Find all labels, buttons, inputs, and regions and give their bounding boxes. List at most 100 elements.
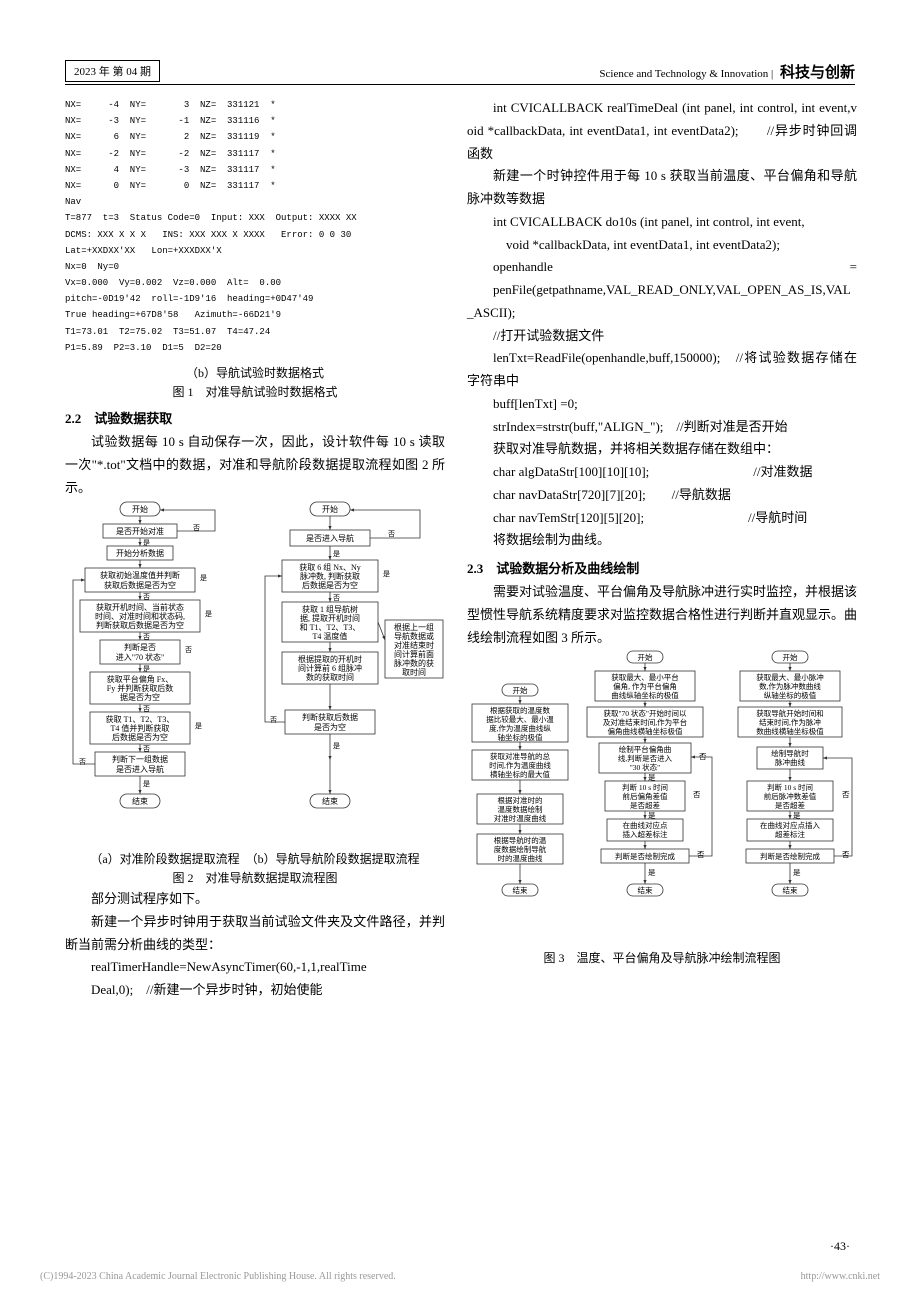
page-header: 2023 年 第 04 期 Science and Technology & I… — [65, 60, 855, 85]
svg-text:轴坐标的极值: 轴坐标的极值 — [498, 732, 543, 742]
svg-text:间计算前面: 间计算前面 — [394, 649, 434, 659]
right-para-2: 获取对准导航数据，并将相关数据存储在数组中： — [467, 438, 857, 461]
svg-text:时的温度曲线: 时的温度曲线 — [498, 853, 543, 863]
svg-text:是否进入导航: 是否进入导航 — [306, 533, 354, 543]
svg-text:横轴坐标的最大值: 横轴坐标的最大值 — [490, 769, 550, 779]
svg-text:开始: 开始 — [513, 685, 528, 695]
svg-text:脉冲数的获: 脉冲数的获 — [394, 658, 434, 668]
svg-text:后数据是否为空: 后数据是否为空 — [302, 580, 358, 590]
svg-text:根据获取的温度数: 根据获取的温度数 — [490, 705, 550, 715]
svg-text:是: 是 — [195, 722, 202, 730]
svg-text:判断获取后数据是否为空: 判断获取后数据是否为空 — [96, 620, 184, 630]
svg-text:获取后数据是否为空: 获取后数据是否为空 — [104, 580, 176, 590]
right-para-1: 新建一个时钟控件用于每 10 s 获取当前温度、平台偏角和导航脉冲数等数据 — [467, 165, 857, 211]
svg-text:判断是否: 判断是否 — [124, 642, 156, 652]
svg-text:获取开机时间、当前状态: 获取开机时间、当前状态 — [96, 602, 184, 612]
svg-text:否: 否 — [388, 530, 395, 538]
copyright-text: (C)1994-2023 China Academic Journal Elec… — [40, 1271, 396, 1282]
svg-text:判断 10 s 时间: 判断 10 s 时间 — [622, 782, 668, 792]
figure-1-caption: 图 1 对准导航试验时数据格式 — [65, 383, 445, 402]
section-2-3-heading: 2.3 试验数据分析及曲线绘制 — [467, 558, 857, 577]
timer-paragraph: 新建一个异步时钟用于获取当前试验文件夹及文件路径，并判断当前需分析曲线的类型： — [65, 911, 445, 957]
footer-url: http://www.cnki.net — [801, 1271, 880, 1282]
svg-text:插入超差标注: 插入超差标注 — [623, 829, 668, 839]
issue-label: 2023 年 第 04 期 — [65, 60, 160, 82]
svg-text:开始: 开始 — [638, 652, 653, 662]
svg-text:否: 否 — [79, 758, 86, 766]
svg-text:据是否为空: 据是否为空 — [120, 692, 160, 702]
buff-line: buff[lenTxt] =0; — [467, 393, 857, 416]
svg-text:偏角曲线横轴坐标极值: 偏角曲线横轴坐标极值 — [608, 726, 683, 736]
svg-text:是: 是 — [648, 868, 656, 877]
svg-text:否: 否 — [693, 790, 701, 799]
svg-text:前后偏角差值: 前后偏角差值 — [623, 791, 668, 801]
svg-text:对准时温度曲线: 对准时温度曲线 — [494, 813, 547, 823]
code-line-2: Deal,0); //新建一个异步时钟，初始使能 — [65, 979, 445, 1002]
svg-text:判断 10 s 时间: 判断 10 s 时间 — [767, 782, 813, 792]
comment-1: //打开试验数据文件 — [467, 325, 857, 348]
svg-text:时间、对准时间和状态码,: 时间、对准时间和状态码, — [95, 611, 185, 621]
svg-text:是: 是 — [793, 868, 801, 877]
figure-2-flowchart: .fb { fill:#fff; stroke:#333; stroke-wid… — [65, 500, 445, 850]
svg-text:T4 温度值: T4 温度值 — [313, 631, 348, 641]
svg-text:温度数据绘制: 温度数据绘制 — [498, 804, 543, 814]
svg-text:脉冲数, 判断获取: 脉冲数, 判断获取 — [300, 571, 360, 581]
callback-code-2b: void *callbackData, int eventData1, int … — [467, 234, 857, 257]
svg-text:结束: 结束 — [783, 885, 798, 895]
svg-text:数曲线横轴坐标极值: 数曲线横轴坐标极值 — [756, 726, 824, 736]
svg-text:是否进入导航: 是否进入导航 — [116, 764, 164, 774]
svg-text:否: 否 — [699, 752, 707, 761]
svg-text:在曲线对应点: 在曲线对应点 — [623, 820, 668, 830]
penfile-line: penFile(getpathname,VAL_READ_ONLY,VAL_OP… — [467, 279, 857, 325]
svg-text:是: 是 — [200, 574, 207, 582]
data-format-block: NX= -4 NY= 3 NZ= 331121 * NX= -3 NY= -1 … — [65, 97, 445, 356]
callback-code-2a: int CVICALLBACK do10s (int panel, int co… — [467, 211, 857, 234]
svg-text:数,作为脉冲数曲线: 数,作为脉冲数曲线 — [759, 681, 821, 691]
strstr-line: strIndex=strstr(buff,"ALIGN_"); //判断对准是否… — [467, 416, 857, 439]
svg-text:超差标注: 超差标注 — [775, 829, 805, 839]
svg-text:对准结束时: 对准结束时 — [394, 640, 434, 650]
svg-text:获取 1 组导航树: 获取 1 组导航树 — [302, 604, 358, 614]
svg-text:结束: 结束 — [132, 796, 148, 806]
right-para-3: 将数据绘制为曲线。 — [467, 529, 857, 552]
svg-text:结束: 结束 — [638, 885, 653, 895]
partial-code-intro: 部分测试程序如下。 — [65, 888, 445, 911]
svg-text:在曲线对应点插入: 在曲线对应点插入 — [760, 820, 820, 830]
two-column-layout: NX= -4 NY= 3 NZ= 331121 * NX= -3 NY= -1 … — [65, 97, 855, 1002]
svg-text:是: 是 — [205, 610, 212, 618]
svg-text:获取导航开始时间和: 获取导航开始时间和 — [756, 708, 824, 718]
svg-text:否: 否 — [185, 646, 192, 654]
svg-text:T4 值并判断获取: T4 值并判断获取 — [111, 723, 170, 733]
svg-text:及对准结束时间,作为平台: 及对准结束时间,作为平台 — [603, 717, 687, 727]
svg-text:结束: 结束 — [322, 796, 338, 806]
svg-text:度,作为温度曲线纵: 度,作为温度曲线纵 — [489, 723, 551, 733]
section-2-3-paragraph: 需要对试验温度、平台偏角及导航脉冲进行实时监控，并根据该型惯性导航系统精度要求对… — [467, 581, 857, 649]
svg-text:是: 是 — [333, 550, 340, 558]
nav-tem-line: char navTemStr[120][5][20]; //导航时间 — [467, 507, 857, 530]
svg-text:偏角, 作为平台偏角: 偏角, 作为平台偏角 — [613, 681, 677, 691]
svg-text:据比较最大、最小温: 据比较最大、最小温 — [486, 714, 554, 724]
figure-3-flowchart: .fb3 { fill:#fff; stroke:#333; stroke-wi… — [467, 649, 857, 949]
svg-text:获取平台偏角 Fx、: 获取平台偏角 Fx、 — [107, 674, 173, 684]
svg-text:后数据是否为空: 后数据是否为空 — [112, 732, 168, 742]
code-line-1: realTimerHandle=NewAsyncTimer(60,-1,1,re… — [65, 956, 445, 979]
svg-text:曲线纵轴坐标的极值: 曲线纵轴坐标的极值 — [611, 690, 679, 700]
nav-data-line: char navDataStr[720][7][20]; //导航数据 — [467, 484, 857, 507]
svg-text:绘制导航时: 绘制导航时 — [771, 748, 809, 758]
page-number: ·43· — [830, 1239, 850, 1254]
sub-caption-b: （b）导航试验时数据格式 — [65, 364, 445, 383]
svg-text:绘制平台偏角曲: 绘制平台偏角曲 — [619, 744, 672, 754]
svg-text:获取最大、最小脉冲: 获取最大、最小脉冲 — [756, 672, 824, 682]
svg-text:是否为空: 是否为空 — [314, 722, 346, 732]
svg-text:前后脉冲数差值: 前后脉冲数差值 — [764, 791, 817, 801]
svg-text:是否超差: 是否超差 — [630, 800, 660, 810]
svg-text:和 T1、T2、T3、: 和 T1、T2、T3、 — [300, 623, 361, 632]
svg-text:导航数据或: 导航数据或 — [394, 631, 434, 641]
svg-text:是否超差: 是否超差 — [775, 800, 805, 810]
section-2-2-paragraph: 试验数据每 10 s 自动保存一次，因此，设计软件每 10 s 读取一次"*.t… — [65, 431, 445, 499]
alg-data-line: char algDataStr[100][10][10]; //对准数据 — [467, 461, 857, 484]
svg-text:判断是否绘制完成: 判断是否绘制完成 — [615, 851, 675, 861]
svg-text:开始分析数据: 开始分析数据 — [116, 548, 164, 558]
figure-2-sub-captions: （a）对准阶段数据提取流程 （b）导航导航阶段数据提取流程 — [65, 850, 445, 869]
svg-text:否: 否 — [333, 594, 340, 602]
